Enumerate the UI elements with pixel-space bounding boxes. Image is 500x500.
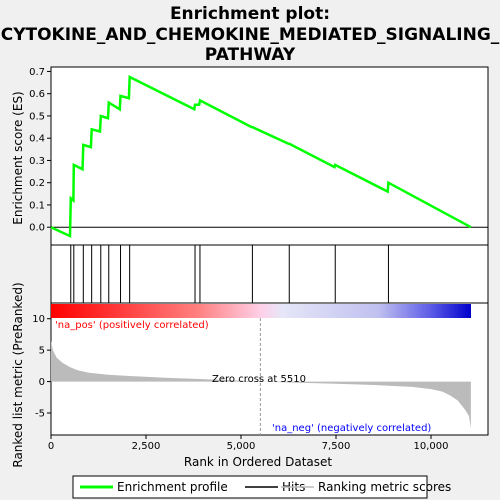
metric-x-axis: 0 2,500 5,000 7,500 10,000 (48, 435, 449, 452)
metric-x-tick-label: 2,500 (132, 441, 161, 452)
metric-y-tick-label: 0 (39, 377, 45, 388)
hits-panel (50, 244, 489, 304)
metric-x-tick-label: 0 (48, 441, 54, 452)
title-line-2: CYTOKINE_AND_CHEMOKINE_MEDIATED_SIGNALIN… (1, 25, 500, 45)
metric-y-tick-label: 10 (32, 314, 45, 325)
neg-label: 'na_neg' (negatively correlated) (272, 423, 431, 434)
es-y-tick-label: 0.1 (29, 200, 45, 211)
metric-x-tick-label: 5,000 (227, 441, 256, 452)
es-y-tick-label: 0.6 (29, 89, 45, 100)
zero-cross-label: Zero cross at 5510 (212, 374, 306, 385)
metric-x-tick-label: 10,000 (414, 441, 449, 452)
legend-metric-label: Ranking metric scores (318, 480, 451, 494)
es-y-tick-label: 0.2 (29, 178, 45, 189)
enrichment-profile-line (50, 75, 472, 239)
es-y-label: Enrichment score (ES) (11, 91, 25, 224)
metric-y-tick-label: -5 (35, 409, 45, 420)
title-line-1: Enrichment plot: (170, 4, 330, 24)
metric-x-tick-label: 7,500 (322, 441, 351, 452)
pos-label: 'na_pos' (positively correlated) (55, 320, 209, 331)
es-y-tick-label: 0.5 (29, 111, 45, 122)
es-y-tick-label: 0.0 (29, 223, 45, 234)
metric-y-label: Ranked list metric (PreRanked) (11, 282, 25, 467)
title-line-3: PATHWAY (205, 45, 296, 65)
es-y-tick-label: 0.4 (29, 134, 45, 145)
es-y-tick-label: 0.3 (29, 156, 45, 167)
es-y-tick-label: 0.7 (29, 67, 45, 78)
es-y-axis: 0.0 0.1 0.2 0.3 0.4 0.5 0.6 0.7 (29, 67, 51, 234)
metric-y-tick-label: 5 (39, 346, 45, 357)
metric-area-group (51, 340, 471, 429)
hits-group (70, 245, 389, 304)
metric-x-label: Rank in Ordered Dataset (184, 455, 332, 469)
metric-y-axis: 10 5 0 -5 (32, 314, 51, 420)
legend-es-label: Enrichment profile (117, 480, 228, 494)
es-panel (50, 66, 489, 246)
metric-area (51, 340, 471, 429)
